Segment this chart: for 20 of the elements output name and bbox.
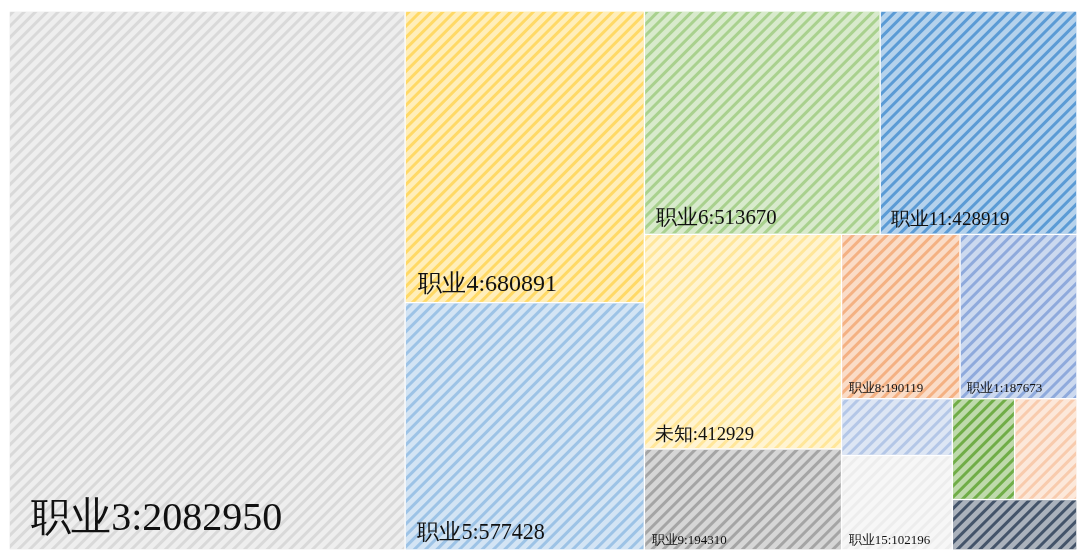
data-label: :102196 [887,531,931,547]
category-label: 未知 [654,422,693,444]
data-label: :513670 [708,204,777,229]
category-label: 职业1 [967,380,1000,396]
data-label: :412929 [692,422,755,444]
data-label: :187673 [999,380,1043,396]
category-label: 职业8 [848,380,882,396]
data-label: :194310 [684,531,727,547]
category-label: 职业9 [651,531,685,547]
category-label: 职业5 [417,518,473,544]
data-label: :190119 [881,380,924,396]
data-label: :428919 [947,207,1010,229]
data-label: :577428 [472,518,545,544]
data-label: :2082950 [131,494,283,539]
category-label: 职业6 [655,204,709,229]
category-label: 职业4 [418,269,479,296]
data-label: :680891 [478,269,558,296]
category-label: 职业3 [31,494,132,539]
category-label: 职业15 [848,531,888,547]
category-label: 职业11 [890,207,948,229]
